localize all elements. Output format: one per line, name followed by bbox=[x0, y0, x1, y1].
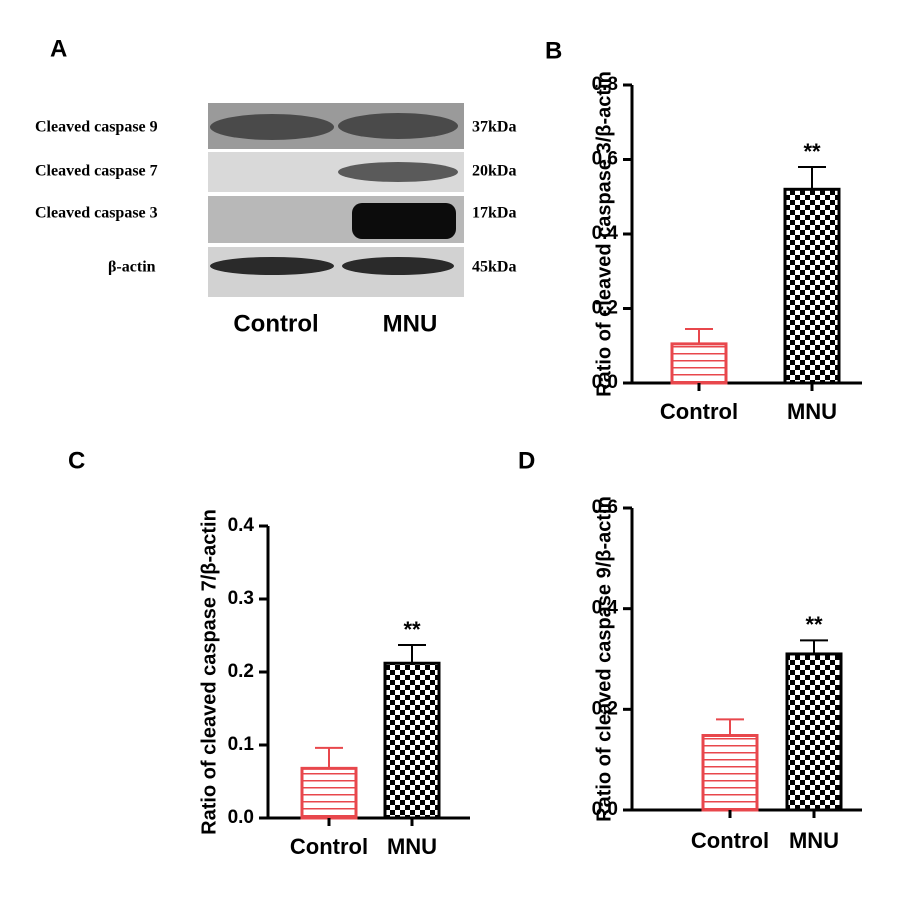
x-tick-label: Control bbox=[691, 828, 769, 853]
bar bbox=[785, 652, 843, 812]
panel-label: D bbox=[518, 447, 535, 474]
panel-label: C bbox=[68, 447, 85, 474]
x-tick-label: MNU bbox=[787, 399, 837, 424]
blot-size-label: 20kDa bbox=[472, 163, 516, 180]
y-tick-label: 0.4 bbox=[592, 598, 619, 619]
y-axis-label: Ratio of cleaved caspase 7/β-actin bbox=[198, 509, 220, 835]
chart: C Ratio of cleaved caspase 7/β-actin 0.0 0.… bbox=[68, 447, 470, 859]
y-tick-label: 0.2 bbox=[592, 298, 618, 319]
y-tick-label: 0.2 bbox=[592, 698, 618, 719]
y-axis-label: Ratio of cleaved caspase 3/β-actin bbox=[593, 71, 615, 397]
panel-label: A bbox=[50, 35, 67, 62]
y-tick-label: 0.4 bbox=[228, 515, 255, 536]
panel-label: B bbox=[545, 37, 562, 64]
x-tick-label: Control bbox=[290, 834, 368, 859]
y-tick-label: 0.6 bbox=[592, 497, 618, 518]
bar bbox=[783, 187, 841, 385]
bar bbox=[300, 766, 358, 820]
y-tick-label: 0.0 bbox=[592, 372, 618, 393]
y-tick-label: 0.3 bbox=[228, 588, 254, 609]
blot-row-label: Cleaved caspase 3 bbox=[35, 205, 158, 222]
x-tick-label: MNU bbox=[789, 828, 839, 853]
blot-lane-label: MNU bbox=[383, 310, 438, 337]
significance: ** bbox=[805, 612, 823, 637]
bar bbox=[670, 342, 728, 385]
y-tick-label: 0.8 bbox=[592, 74, 618, 95]
significance: ** bbox=[803, 139, 821, 164]
blot-size-label: 45kDa bbox=[472, 259, 516, 276]
bar bbox=[383, 661, 441, 820]
y-tick-label: 0.1 bbox=[228, 734, 255, 755]
y-tick-label: 0.6 bbox=[592, 149, 618, 170]
blot-size-label: 37kDa bbox=[472, 119, 516, 136]
x-tick-label: MNU bbox=[387, 834, 437, 859]
y-axis-label: Ratio of cleaved caspase 9/β-actin bbox=[593, 496, 615, 822]
blot bbox=[208, 103, 464, 297]
y-tick-label: 0.0 bbox=[592, 799, 618, 820]
blot-row-label: Cleaved caspase 9 bbox=[35, 119, 158, 136]
blot-row-label: Cleaved caspase 7 bbox=[35, 163, 158, 180]
x-tick-label: Control bbox=[660, 399, 738, 424]
y-tick-label: 0.0 bbox=[228, 807, 254, 828]
blot-size-label: 17kDa bbox=[472, 205, 516, 222]
y-tick-label: 0.4 bbox=[592, 223, 619, 244]
significance: ** bbox=[403, 617, 421, 642]
blot-lane-label: Control bbox=[233, 310, 318, 337]
y-tick-label: 0.2 bbox=[228, 661, 254, 682]
bar bbox=[701, 734, 759, 812]
blot-row-label: β-actin bbox=[108, 259, 156, 276]
